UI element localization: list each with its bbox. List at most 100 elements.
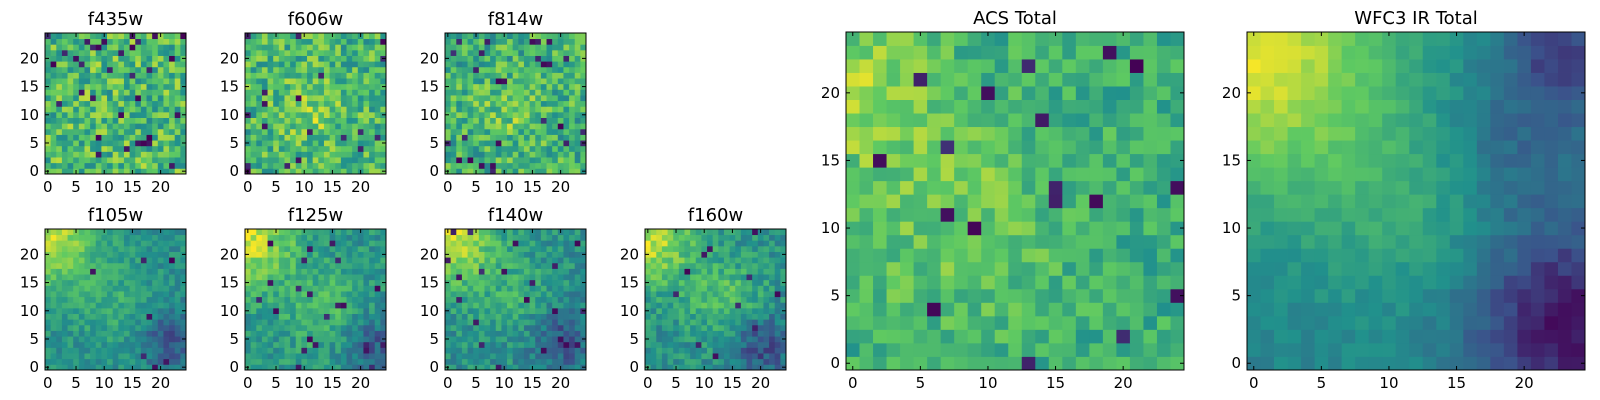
heatmap-cell [357,341,364,348]
heatmap-cell [84,49,91,56]
heatmap-cell [129,262,136,269]
heatmap-cell [312,49,319,56]
heatmap-cell [329,134,336,141]
heatmap-cell [546,38,553,45]
heatmap-cell [650,291,657,298]
heatmap-cell [73,66,80,73]
heatmap-cell [273,313,280,320]
heatmap-cell [312,279,319,286]
heatmap-cell [146,134,153,141]
heatmap-cell [535,353,542,360]
heatmap-cell [484,262,491,269]
heatmap-cell [78,72,85,79]
heatmap-cell [467,358,474,365]
heatmap-cell [278,95,285,102]
heatmap-cell [84,257,91,264]
heatmap-cell [152,55,159,62]
heatmap-cell [67,234,74,241]
heatmap-cell [380,240,387,247]
heatmap-cell [174,157,181,164]
heatmap-cell [295,106,302,113]
heatmap-cell [284,347,291,354]
heatmap-cell [512,285,519,292]
heatmap-cell [146,162,153,169]
heatmap-cell [61,319,68,326]
heatmap-cell [107,347,114,354]
heatmap-cell [135,89,142,96]
heatmap-cell [369,38,376,45]
heatmap-cell [290,134,297,141]
heatmap-cell [323,319,330,326]
heatmap-cell [981,221,996,236]
heatmap-cell [684,268,691,275]
heatmap-cell [563,341,570,348]
heatmap-cell [752,341,759,348]
heatmap-cell [535,134,542,141]
heatmap-cell [67,257,74,264]
heatmap-cell [518,157,525,164]
heatmap-cell [295,229,302,236]
heatmap-cell [495,140,502,147]
heatmap-cell [318,307,325,314]
heatmap-cell [357,55,364,62]
heatmap-cell [163,285,170,292]
heatmap-cell [718,240,725,247]
heatmap-cell [67,123,74,130]
heatmap-cell [267,341,274,348]
heatmap-cell [73,257,80,264]
heatmap-cell [445,274,452,281]
heatmap-cell [495,151,502,158]
heatmap-cell [729,296,736,303]
heatmap-cell [1075,275,1090,290]
heatmap-cell [1035,221,1050,236]
y-tick-label: 5 [429,134,439,152]
heatmap-cell [95,168,102,175]
heatmap-cell [735,285,742,292]
heatmap-cell [569,229,576,236]
heatmap-cell [84,240,91,247]
heatmap-cell [352,234,359,241]
heatmap-cell [67,38,74,45]
heatmap-cell [261,44,268,51]
heatmap-cell [927,194,942,209]
heatmap-cell [295,234,302,241]
heatmap-cell [273,341,280,348]
heatmap-cell [352,353,359,360]
heatmap-cell [490,251,497,258]
heatmap-cell [735,262,742,269]
heatmap-cell [546,44,553,51]
y-tick-label: 5 [229,330,239,348]
heatmap-cell [763,291,770,298]
heatmap-cell [780,313,787,320]
heatmap-cell [129,245,136,252]
heatmap-cell [774,324,781,331]
heatmap-cell [146,49,153,56]
heatmap-cell [163,38,170,45]
heatmap-cell [523,111,530,118]
heatmap-cell [495,313,502,320]
heatmap-cell [129,145,136,152]
heatmap-cell [157,251,164,258]
heatmap-cell [484,336,491,343]
heatmap-cell [123,106,130,113]
heatmap-cell [780,229,787,236]
heatmap-cell [118,341,125,348]
heatmap-cell [267,49,274,56]
heatmap-cell [1008,288,1023,303]
heatmap-cell [107,44,114,51]
heatmap-cell [495,257,502,264]
heatmap-cell [135,274,142,281]
heatmap-cell [340,268,347,275]
heatmap-cell [267,358,274,365]
heatmap-cell [380,296,387,303]
heatmap-cell [146,257,153,264]
heatmap-cell [994,261,1009,276]
heatmap-cell [461,336,468,343]
heatmap-cell [540,168,547,175]
heatmap-cell [490,61,497,68]
heatmap-cell [73,313,80,320]
heatmap-cell [940,275,955,290]
heatmap-cell [357,358,364,365]
heatmap-cell [146,341,153,348]
heatmap-cell [456,240,463,247]
